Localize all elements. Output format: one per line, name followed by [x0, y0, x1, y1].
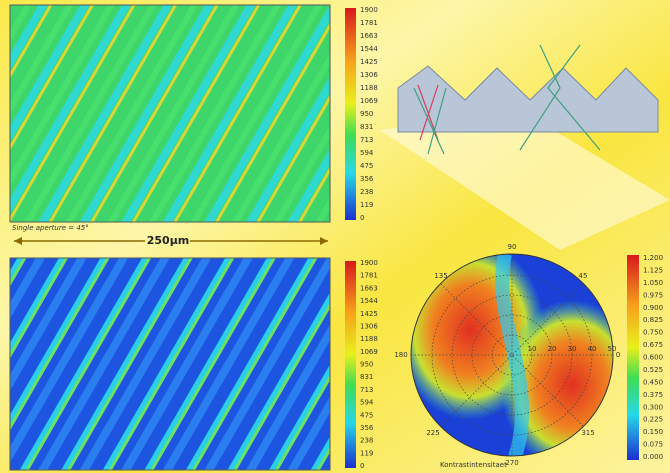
scale-label: 238 — [360, 188, 373, 196]
ring-label: 10 — [528, 345, 537, 353]
top-heatmap — [10, 5, 330, 222]
scale-label: 0.675 — [643, 341, 663, 349]
scale-label: 0.450 — [643, 378, 663, 386]
ring-label: 50 — [608, 345, 617, 353]
scale-label: 1425 — [360, 310, 378, 318]
scale-label: 0.750 — [643, 329, 663, 337]
scale-label: 831 — [360, 373, 373, 381]
scale-label: 950 — [360, 110, 373, 118]
scale-label: 0.000 — [643, 453, 663, 461]
page: 1900 1781 1663 1544 1425 1306 1188 1069 950 831 71… — [0, 0, 670, 473]
scale-label: 0 — [360, 462, 364, 470]
scale-label: 1900 — [360, 259, 378, 267]
angle-label: 315 — [581, 429, 594, 437]
scale-label: 1544 — [360, 297, 378, 305]
scale-label: 0.225 — [643, 416, 663, 424]
scale-label: 594 — [360, 399, 374, 407]
ring-label: 20 — [548, 345, 557, 353]
scale-label: 1544 — [360, 45, 378, 53]
polar-scale: 1.200 1.125 1.050 0.975 0.900 0.825 0.750 0.675… — [643, 254, 663, 461]
scale-label: 0.525 — [643, 366, 663, 374]
scale-label: 0.825 — [643, 316, 663, 324]
angle-label: 180 — [394, 351, 407, 359]
scale-label: 1069 — [360, 97, 378, 105]
scale-label: 119 — [360, 449, 373, 457]
scale-label: 1663 — [360, 32, 378, 40]
scale-label: 119 — [360, 201, 373, 209]
scale-label: 1.200 — [643, 254, 663, 262]
scale-label: 1188 — [360, 335, 378, 343]
scale-label: 0.600 — [643, 354, 663, 362]
scale-label: 1781 — [360, 19, 378, 27]
polar-caption: Kontrastintensitaet — [440, 461, 507, 469]
scale-label: 713 — [360, 136, 373, 144]
ring-label: 30 — [568, 345, 577, 353]
angle-label: 135 — [434, 272, 447, 280]
scale-label: 0.075 — [643, 441, 663, 449]
scale-label: 475 — [360, 162, 373, 170]
scale-label: 0.900 — [643, 304, 663, 312]
scale-label: 0.375 — [643, 391, 663, 399]
top-colorbar — [345, 8, 356, 220]
ring-label: 40 — [588, 345, 597, 353]
scale-label: 1.125 — [643, 266, 663, 274]
scale-label: 1663 — [360, 284, 378, 292]
scale-label: 475 — [360, 411, 373, 419]
angle-label: 90 — [508, 243, 517, 251]
scale-label: 831 — [360, 123, 373, 131]
scale-label: 1.050 — [643, 279, 663, 287]
scale-label: 238 — [360, 437, 373, 445]
bottom-colorbar — [345, 261, 356, 468]
top-caption: Single aperture = 45° — [12, 224, 89, 232]
scale-label: 0.975 — [643, 291, 663, 299]
scale-label: 1781 — [360, 272, 378, 280]
scale-label: 950 — [360, 361, 373, 369]
scale-bar-label: 250µm — [147, 234, 190, 247]
angle-label: 45 — [579, 272, 588, 280]
scale-label: 594 — [360, 149, 374, 157]
scale-label: 1069 — [360, 348, 378, 356]
scale-label: 1188 — [360, 84, 378, 92]
scale-label: 1306 — [360, 322, 378, 330]
scale-label: 0.150 — [643, 428, 663, 436]
scale-label: 356 — [360, 175, 374, 183]
bottom-heatmap — [10, 258, 330, 470]
scale-label: 1306 — [360, 71, 378, 79]
scale-label: 1425 — [360, 58, 378, 66]
polar-colorbar — [627, 255, 639, 460]
scale-label: 356 — [360, 424, 374, 432]
scale-label: 0.300 — [643, 403, 663, 411]
scale-label: 713 — [360, 386, 373, 394]
angle-label: 225 — [426, 429, 439, 437]
scale-label: 0 — [360, 214, 364, 222]
angle-label: 270 — [505, 459, 518, 467]
scale-label: 1900 — [360, 6, 378, 14]
